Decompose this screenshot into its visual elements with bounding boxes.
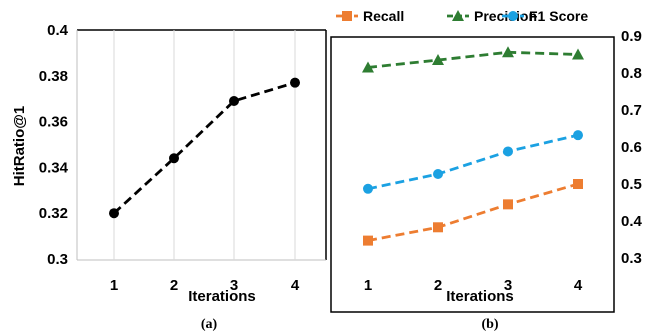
chart-b-caption: (b) [481,317,498,332]
chart-b-recall-point [573,179,583,189]
chart-a-xtick-label: 2 [170,277,178,294]
chart-b-ytick-label: 0.9 [621,28,642,45]
chart-a-ytick-label: 0.32 [39,205,68,222]
chart-b-precision-line [367,50,579,69]
chart-b-f1-score-point [363,183,373,194]
chart-b-recall-point [503,199,513,210]
legend-precision-marker [452,10,464,21]
legend-f1-score-marker [508,11,518,21]
chart-b-f1-score-point [503,146,513,157]
chart-a-ytick-label: 0.38 [39,68,68,85]
chart-b-ytick-label: 0.6 [621,139,642,156]
chart-a-series-line [113,81,296,215]
chart-a-ylabel: HitRatio@1 [11,106,28,186]
chart-b-xtick-label: 1 [364,277,372,294]
chart-b-ytick-label: 0.3 [621,250,642,267]
chart-b-ytick-label: 0.8 [621,65,642,82]
chart-b-f1-score-point [433,169,443,180]
chart-b-precision-point [362,61,374,73]
chart-b-ytick-label: 0.5 [621,176,642,193]
chart-b-recall-point [363,235,373,246]
chart-a-caption: (a) [201,317,218,332]
chart-a-xtick-label: 4 [291,277,300,294]
chart-b-xlabel: Iterations [446,288,514,305]
legend-recall-label: Recall [363,8,404,24]
chart-b-recall-point [433,222,443,233]
chart-b-precision-point [572,48,584,60]
chart-a-xlabel: Iterations [188,288,256,305]
chart-a-series-point [229,95,239,106]
chart-a-series-point [109,208,119,219]
chart-a-ytick-label: 0.4 [47,22,69,39]
chart-b-precision-point [432,54,444,66]
chart-b-ytick-label: 0.4 [621,213,643,230]
legend-recall-marker [342,11,352,21]
chart-b-precision-point [502,46,514,58]
chart-b-recall-line [367,182,579,242]
chart-a-ytick-label: 0.3 [47,251,68,268]
chart-b-f1-score-point [573,130,583,141]
chart-a: 0.3 0.32 0.34 0.36 0.38 0.4 1 2 3 4 HitRatio@1 It… [11,22,327,332]
chart-a-ytick-label: 0.34 [39,159,69,176]
chart-b-xtick-label: 2 [434,277,442,294]
chart-b-xtick-label: 4 [574,277,583,294]
chart-a-ytick-label: 0.36 [39,114,68,131]
legend-f1-score-label: F1 Score [529,8,588,24]
chart-b-f1-score-line [367,133,579,191]
chart-a-xtick-label: 3 [230,277,238,294]
chart-a-series-point [169,153,179,164]
chart-b-frame [330,36,615,313]
chart-b-xtick-label: 3 [504,277,512,294]
chart-a-xtick-label: 1 [110,277,118,294]
chart-a-series-point [290,77,300,88]
chart-b-ytick-label: 0.7 [621,102,642,119]
